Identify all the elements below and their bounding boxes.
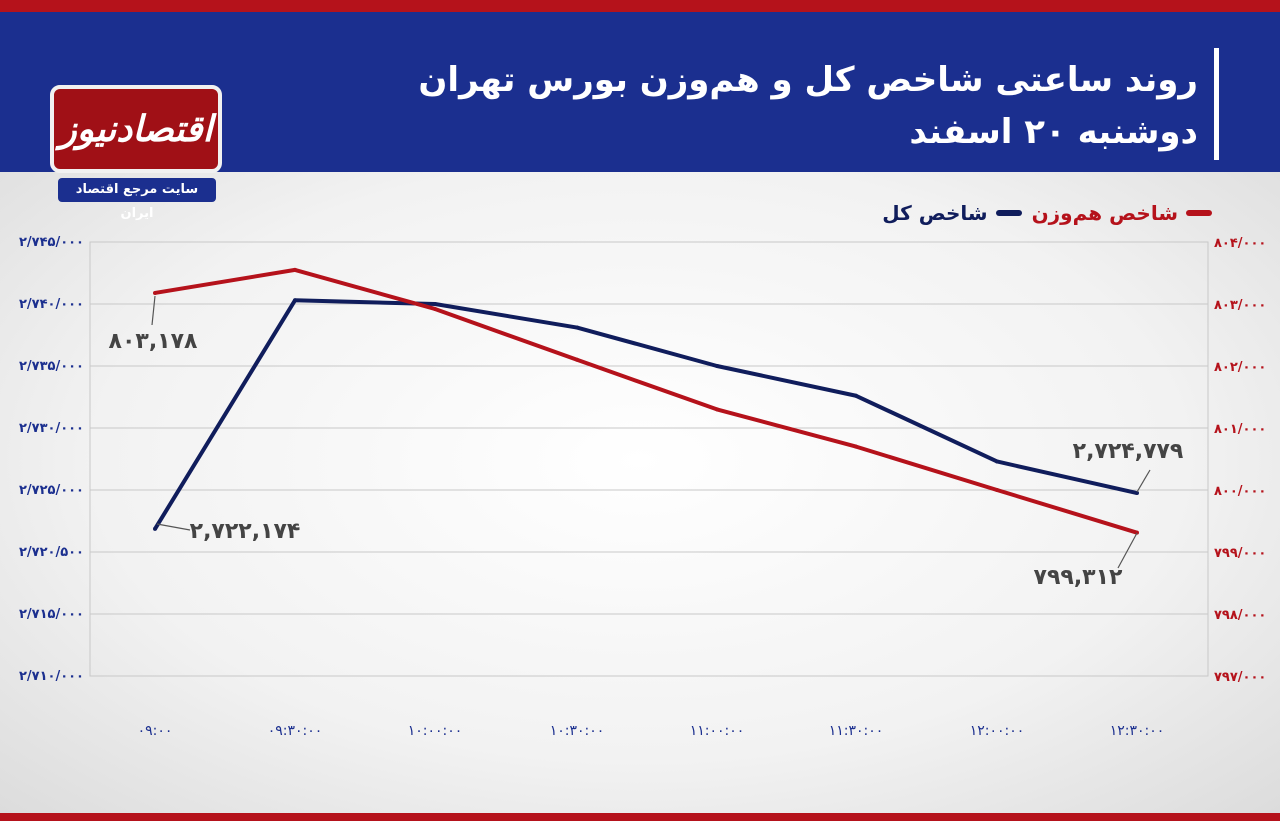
plot-frame <box>89 241 1209 677</box>
data-label: ۸۰۳,۱۷۸ <box>109 329 198 354</box>
annotation-leader-line <box>151 295 156 326</box>
data-label: ۲,۷۲۲,۱۷۴ <box>190 519 301 544</box>
title-divider <box>1214 48 1219 160</box>
chart-title: روند ساعتی شاخص کل و هم‌وزن بورس تهران د… <box>418 54 1198 158</box>
right-axis-tick-label: ۸۰۳/۰۰۰ <box>1214 298 1266 313</box>
top-accent-bar <box>0 0 1280 12</box>
legend-swatch-equal-weight <box>1186 210 1212 216</box>
data-point <box>293 267 297 272</box>
x-axis-tick-label: ۱۱:۳۰:۰۰ <box>829 723 884 739</box>
right-axis-tick-label: ۸۰۴/۰۰۰ <box>1214 236 1266 251</box>
chart-background <box>0 172 1280 813</box>
logo-tagline: سایت مرجع اقتصاد ایران <box>58 178 216 221</box>
legend-label-total: شاخص کل <box>882 201 988 225</box>
data-point <box>1135 491 1139 496</box>
x-axis-tick-label: ۱۲:۳۰:۰۰ <box>1110 723 1165 739</box>
left-axis-tick-label: ۲/۷۴۰/۰۰۰ <box>19 297 84 312</box>
data-point <box>153 290 157 295</box>
data-label: ۷۹۹,۳۱۲ <box>1034 565 1123 590</box>
data-point <box>433 306 437 311</box>
data-point <box>995 488 999 492</box>
x-axis-tick-label: ۰۹:۳۰:۰۰ <box>268 723 323 739</box>
legend-item-equal-weight: شاخص هم‌وزن <box>1032 201 1212 225</box>
data-point <box>575 325 579 330</box>
x-axis-tick-label: ۱۰:۳۰:۰۰ <box>550 723 605 739</box>
title-line-1: روند ساعتی شاخص کل و هم‌وزن بورس تهران <box>418 60 1198 100</box>
data-point <box>153 526 157 531</box>
chart-legend: شاخص هم‌وزن شاخص کل <box>882 201 1212 225</box>
left-axis-tick-label: ۲/۷۳۵/۰۰۰ <box>19 359 84 374</box>
legend-label-equal-weight: شاخص هم‌وزن <box>1031 201 1178 225</box>
data-point <box>715 364 719 368</box>
data-point <box>995 459 999 464</box>
annotation-leader-line <box>1136 469 1151 493</box>
x-axis-tick-label: ۱۱:۰۰:۰۰ <box>690 723 745 739</box>
data-point <box>575 357 579 362</box>
logo-wordmark: اقتصادنیوز <box>59 108 213 150</box>
right-axis-tick-label: ۸۰۱/۰۰۰ <box>1214 422 1266 437</box>
left-axis-tick-label: ۲/۷۴۵/۰۰۰ <box>19 235 84 250</box>
left-axis-tick-label: ۲/۷۳۰/۰۰۰ <box>19 421 84 436</box>
left-axis-tick-label: ۲/۷۲۵/۰۰۰ <box>19 483 84 498</box>
legend-swatch-total <box>995 210 1022 216</box>
left-axis-tick-label: ۲/۷۲۰/۵۰۰ <box>19 545 84 560</box>
data-point <box>854 393 858 398</box>
right-axis-tick-label: ۷۹۷/۰۰۰ <box>1214 670 1266 685</box>
data-point <box>293 298 297 303</box>
legend-item-total: شاخص کل <box>882 201 1022 225</box>
data-point <box>715 407 719 412</box>
annotation-leader-line <box>156 523 191 531</box>
right-axis-tick-label: ۸۰۲/۰۰۰ <box>1214 360 1266 375</box>
annotation-leader-line <box>1117 532 1138 569</box>
left-axis-tick-label: ۲/۷۱۰/۰۰۰ <box>19 669 84 684</box>
logo: اقتصادنیوز <box>50 85 222 173</box>
x-axis-tick-label: ۱۲:۰۰:۰۰ <box>970 723 1025 739</box>
right-axis-tick-label: ۸۰۰/۰۰۰ <box>1214 484 1266 499</box>
x-axis-tick-label: ۱۰:۰۰:۰۰ <box>408 723 463 739</box>
right-axis-tick-label: ۷۹۸/۰۰۰ <box>1214 608 1266 623</box>
data-point <box>854 444 858 449</box>
data-label: ۲,۷۲۴,۷۷۹ <box>1073 439 1184 464</box>
series-line-equal-weight <box>154 267 1138 535</box>
data-point <box>433 302 437 306</box>
bottom-accent-bar <box>0 813 1280 821</box>
left-axis-tick-label: ۲/۷۱۵/۰۰۰ <box>19 607 84 622</box>
x-axis-tick-label: ۰۹:۰۰ <box>138 723 173 739</box>
right-axis-tick-label: ۷۹۹/۰۰۰ <box>1214 546 1266 561</box>
series-line-total <box>153 298 1138 530</box>
title-line-2: دوشنبه ۲۰ اسفند <box>909 112 1198 152</box>
